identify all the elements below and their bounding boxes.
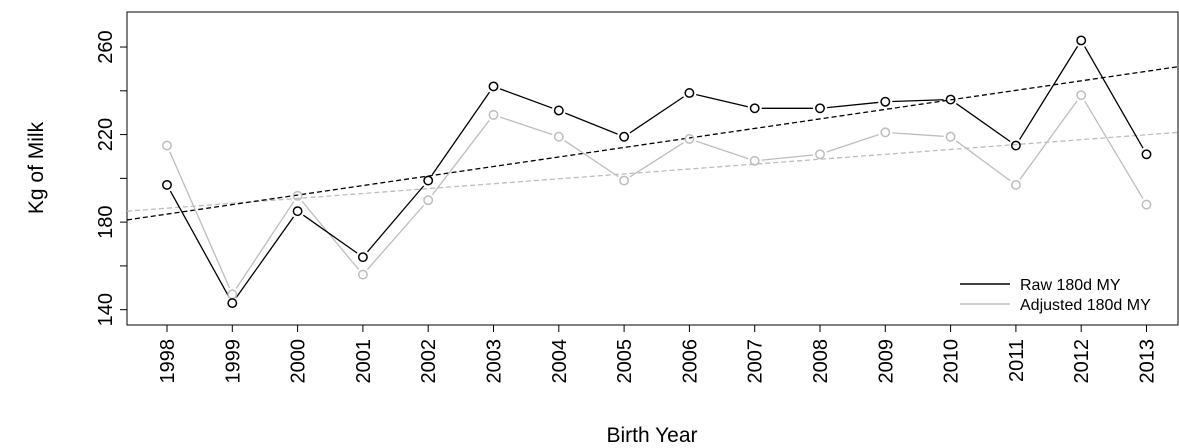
series-segment <box>367 205 425 270</box>
legend-label: Raw 180d MY <box>1020 277 1121 294</box>
legend: Raw 180d MY Adjusted 180d MY <box>960 277 1151 314</box>
series-segment <box>499 88 553 109</box>
y-tick-label: 220 <box>95 118 117 151</box>
data-point <box>553 105 564 116</box>
x-tick-label: 2003 <box>484 339 506 384</box>
data-point <box>488 109 499 120</box>
series-segment <box>1019 100 1078 180</box>
series-segment <box>826 101 879 109</box>
data-point <box>684 134 695 144</box>
data-point <box>880 96 891 107</box>
x-tick-label: 2001 <box>353 339 375 384</box>
y-axis-label: Kg of Milk <box>25 121 48 214</box>
y-axis: 140 180 220 260 <box>95 30 127 326</box>
data-point <box>357 269 368 280</box>
x-tick-label: 2002 <box>418 339 440 384</box>
data-point <box>227 298 238 309</box>
data-point <box>815 149 825 160</box>
trend-line <box>126 66 1179 221</box>
data-point <box>162 179 172 190</box>
data-point <box>162 140 172 151</box>
data-point <box>1141 199 1152 210</box>
data-point <box>423 175 434 186</box>
series-segment <box>565 112 618 135</box>
x-tick-label: 2000 <box>288 339 310 384</box>
x-axis-label: Birth Year <box>606 424 697 447</box>
series-segment <box>499 116 553 136</box>
y-tick-label: 140 <box>95 293 117 326</box>
series-segment <box>892 132 944 137</box>
data-point <box>1010 179 1021 190</box>
series-segment <box>302 214 358 254</box>
data-point <box>292 190 303 201</box>
series-segment <box>564 140 619 178</box>
data-point <box>619 175 630 186</box>
series-segment <box>235 216 295 298</box>
data-point <box>292 206 303 217</box>
x-tick-label: 2008 <box>810 339 832 384</box>
series-segment <box>826 133 879 153</box>
x-tick-label: 2011 <box>1006 339 1028 382</box>
series-segment <box>629 96 684 134</box>
data-point <box>815 103 825 114</box>
data-point <box>227 289 238 300</box>
x-tick-label: 2009 <box>875 339 897 384</box>
data-point <box>749 103 760 114</box>
series-segment <box>431 120 490 196</box>
series-segment <box>1084 100 1144 199</box>
y-tick-label: 260 <box>95 30 117 63</box>
series-markers <box>162 35 1152 309</box>
x-tick-label: 1998 <box>157 339 179 384</box>
x-tick-label: 2012 <box>1071 339 1093 384</box>
x-tick-label: 2013 <box>1137 339 1159 384</box>
x-tick-label: 2005 <box>614 339 636 384</box>
series-segment <box>761 154 814 161</box>
data-point <box>619 131 630 142</box>
series-segment <box>366 185 425 253</box>
data-point <box>488 81 499 92</box>
series-segment <box>955 103 1011 143</box>
x-tick-label: 2004 <box>549 339 571 384</box>
data-point <box>1076 35 1087 46</box>
data-point <box>945 94 956 105</box>
series-segment <box>696 93 749 108</box>
trend-lines <box>126 66 1179 221</box>
x-tick-label: 2006 <box>679 339 701 384</box>
data-point <box>553 131 564 142</box>
plot-frame <box>126 11 1179 326</box>
series-segment <box>169 151 231 289</box>
series-segment <box>695 140 749 160</box>
x-axis: 1998 1999 2000 2001 2002 2003 2004 2005 2006 2007… <box>157 325 1159 384</box>
data-point <box>1076 90 1087 101</box>
x-tick-label: 2010 <box>941 339 963 384</box>
data-point <box>749 155 760 166</box>
series-segment <box>301 200 359 270</box>
data-point <box>357 252 368 263</box>
series-lines <box>169 46 1144 298</box>
series-segment <box>1019 46 1079 140</box>
data-point <box>684 88 695 98</box>
x-tick-label: 1999 <box>222 339 244 384</box>
series-segment <box>955 140 1011 182</box>
series-segment <box>629 142 684 178</box>
series-segment <box>431 91 491 176</box>
data-point <box>423 195 434 206</box>
data-point <box>880 127 891 138</box>
data-point <box>1141 149 1152 160</box>
series-segment <box>1084 46 1144 149</box>
legend-label: Adjusted 180d MY <box>1020 297 1151 314</box>
series-segment <box>169 190 230 298</box>
x-tick-label: 2007 <box>745 339 767 384</box>
series-segment <box>235 201 295 289</box>
data-point <box>1010 140 1021 151</box>
data-point <box>945 131 956 142</box>
series-segment <box>892 99 944 103</box>
y-tick-label: 180 <box>95 205 117 238</box>
